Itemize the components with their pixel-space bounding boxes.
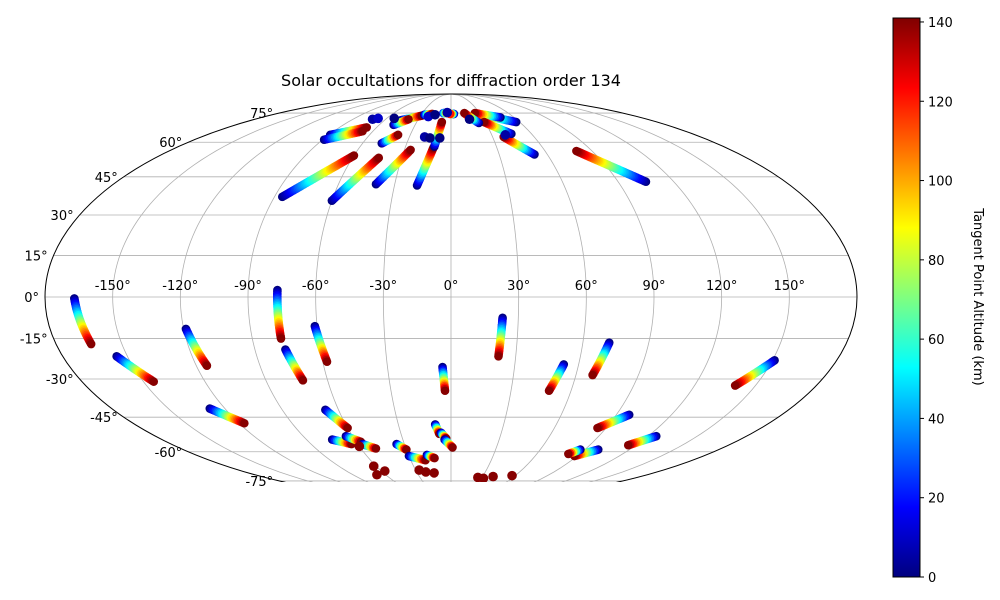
occultation-point [358, 126, 367, 136]
latitude-tick-label: -45° [90, 411, 118, 426]
occultation-point [572, 146, 581, 156]
occultation-point [349, 151, 359, 160]
occultation-point [494, 351, 503, 361]
occultation-point [440, 386, 450, 396]
occultation-point [460, 108, 469, 118]
occultation-point [442, 107, 453, 118]
longitude-tick-label: 60° [575, 279, 598, 294]
occultation-point [544, 386, 554, 396]
occultation-point [380, 466, 390, 476]
occultation-point [368, 461, 379, 472]
occultation-point [276, 334, 286, 343]
latitude-tick-labels: 75° 60° 45° 30° 15° 0° -15° -30° -45° -60° -75° [20, 107, 273, 490]
colorbar-tick-label: 120 [928, 95, 953, 110]
occultation-point [488, 471, 498, 482]
occultation-point [430, 453, 439, 463]
occultation-point [478, 473, 489, 482]
occultation-point [373, 113, 383, 124]
occultation-point [371, 444, 381, 453]
meridian-line [247, 93, 452, 482]
occultation-point [623, 440, 633, 450]
occultation-point [393, 130, 403, 140]
occultation-point [372, 469, 382, 480]
longitude-tick-label: 120° [706, 279, 737, 294]
longitude-tick-label: -30° [369, 279, 397, 294]
occultation-point [202, 361, 212, 371]
occultation-point [404, 114, 413, 124]
occultation-point [149, 377, 159, 386]
occultation-point [425, 133, 435, 143]
occultation-point [374, 153, 384, 163]
longitude-tick-label: 0° [444, 279, 459, 294]
longitude-tick-label: -90° [234, 279, 262, 294]
occultation-point [430, 109, 440, 120]
latitude-tick-label: -30° [46, 373, 74, 388]
colorbar-tick-label: 140 [928, 16, 953, 31]
occultation-point [389, 113, 400, 124]
occultation-point [354, 441, 365, 452]
occultation-point [343, 423, 352, 433]
latitude-tick-label: 0° [24, 291, 39, 306]
occultation-point [564, 449, 573, 459]
meridian-line [450, 93, 790, 482]
latitude-tick-label: 45° [95, 171, 118, 186]
latitude-tick-label: -75° [245, 475, 273, 490]
occultation-point [437, 117, 447, 127]
longitude-tick-label: 150° [774, 279, 805, 294]
colorbar-tick-label: 0 [928, 571, 936, 586]
meridian-line [450, 93, 520, 482]
meridian-line [450, 93, 723, 482]
longitude-tick-label: 90° [642, 279, 665, 294]
meridian-line [179, 93, 452, 482]
meridian-line [315, 93, 452, 482]
colorbar-tick-label: 40 [928, 412, 945, 427]
occultation-point [507, 470, 517, 481]
colorbar-tick-label: 60 [928, 333, 945, 348]
meridian-line [112, 93, 452, 482]
occultation-point [240, 418, 249, 428]
occultation-point [448, 443, 457, 452]
meridian-line [450, 93, 587, 482]
occultation-point [322, 357, 332, 366]
latitude-tick-label: 30° [51, 209, 74, 224]
map-gridlines [45, 93, 857, 482]
colorbar-tick-label: 20 [928, 492, 945, 507]
longitude-tick-label: 30° [507, 279, 530, 294]
latitude-tick-label: -60° [155, 446, 183, 461]
longitude-tick-label: -120° [162, 279, 198, 294]
latitude-tick-label: 60° [159, 136, 182, 151]
chart-title: Solar occultations for diffraction order… [281, 71, 621, 90]
occultation-point [429, 468, 439, 478]
occultation-points [70, 107, 779, 482]
occultation-point [406, 145, 415, 155]
occultation-point [593, 423, 602, 433]
occultation-point [86, 339, 96, 349]
map-plot-area [44, 93, 858, 482]
latitude-tick-label: -15° [20, 333, 48, 348]
occultation-point [730, 381, 740, 390]
occultation-point [421, 467, 431, 477]
longitude-tick-label: -150° [95, 279, 131, 294]
colorbar-gradient [892, 17, 921, 578]
longitude-tick-labels: -150° -120° -90° -60° -30° 0° 30° 60° 90° 120° 150… [95, 279, 805, 294]
colorbar-label: Tangent Point Altitude (km) [970, 207, 985, 385]
latitude-tick-label: 75° [250, 107, 273, 122]
colorbar-ticks: 0 20 40 60 80 100 120 140 [920, 16, 953, 586]
occultation-point [434, 133, 445, 143]
map-border [44, 93, 858, 482]
longitude-tick-label: -60° [302, 279, 330, 294]
occultation-point [298, 376, 308, 385]
occultation-point [500, 130, 511, 140]
colorbar-tick-label: 80 [928, 254, 945, 269]
occultation-point [464, 114, 475, 125]
latitude-tick-label: 15° [25, 249, 48, 264]
colorbar-tick-label: 100 [928, 175, 953, 190]
occultation-point [588, 370, 597, 380]
colorbar: 0 20 40 60 80 100 120 140 Tangent Point Altitud… [892, 16, 985, 586]
